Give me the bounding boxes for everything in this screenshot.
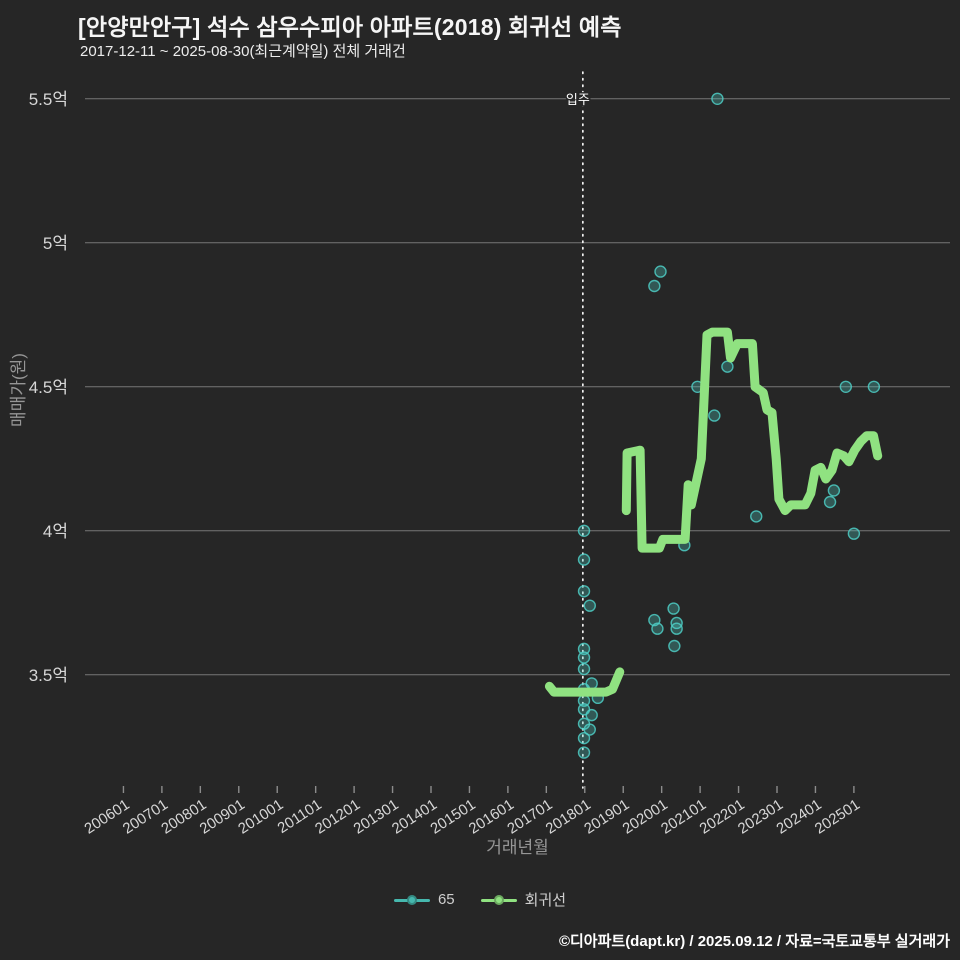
chart-subtitle: 2017-12-11 ~ 2025-08-30(최근계약일) 전체 거래건 [80,43,406,60]
scatter-point [847,527,861,540]
y-tick-label: 5.5억 [29,90,68,109]
legend-label: 회귀선 [524,892,567,909]
scatter-point [648,279,661,293]
legend-marker-icon [480,894,517,905]
move-in-annotation-label: 입주 [566,92,590,107]
scatter-point [823,495,837,509]
scatter-point [827,484,841,497]
legend-item-65: 65 [393,891,455,908]
x-axis-title: 거래년월 [486,838,549,857]
scatter-point [585,708,598,722]
scatter-point [577,585,591,598]
y-tick-label: 4억 [43,522,68,541]
scatter-point [577,662,591,676]
scatter-point [670,622,683,635]
scatter-point [708,409,721,422]
scatter-point [577,731,591,745]
chart-title: [안양만안구] 석수 삼우수피아 아파트(2018) 회귀선 예측 [78,14,622,40]
y-tick-label: 5억 [43,234,68,253]
footer-credit: ©디아파트(dapt.kr) / 2025.09.12 / 자료=국토교통부 실… [558,933,950,950]
scatter-point [667,602,680,615]
scatter-point [651,622,664,635]
legend-marker-icon [393,894,430,905]
scatter-point [583,599,596,612]
regression-line [621,327,883,553]
y-tick-label: 4.5억 [29,378,68,397]
y-tick-label: 3.5억 [29,666,68,685]
x-tick-label: 201001 [235,796,286,838]
scatter-point [577,553,591,566]
scatter-point [577,746,591,759]
regression-line [544,667,625,697]
scatter-point [839,380,853,393]
legend: 65 회귀선 [0,889,960,910]
x-tick-label: 202501 [812,796,863,838]
y-axis-title: 매매가(원) [9,353,28,427]
scatter-point [711,92,724,106]
scatter-point [577,524,591,537]
scatter-point [654,265,667,278]
scatter-point [867,380,881,393]
legend-item-회귀선: 회귀선 [480,889,567,910]
scatter-point [577,642,591,656]
scatter-point [750,510,763,523]
scatter-point [577,651,591,664]
legend-label: 65 [437,891,455,908]
scatter-point [721,360,734,373]
scatter-point [583,723,596,736]
scatter-point [668,639,681,653]
